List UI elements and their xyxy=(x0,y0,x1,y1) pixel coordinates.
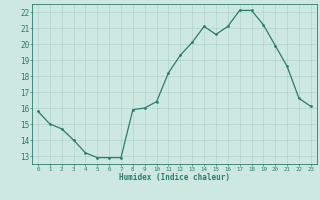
X-axis label: Humidex (Indice chaleur): Humidex (Indice chaleur) xyxy=(119,173,230,182)
